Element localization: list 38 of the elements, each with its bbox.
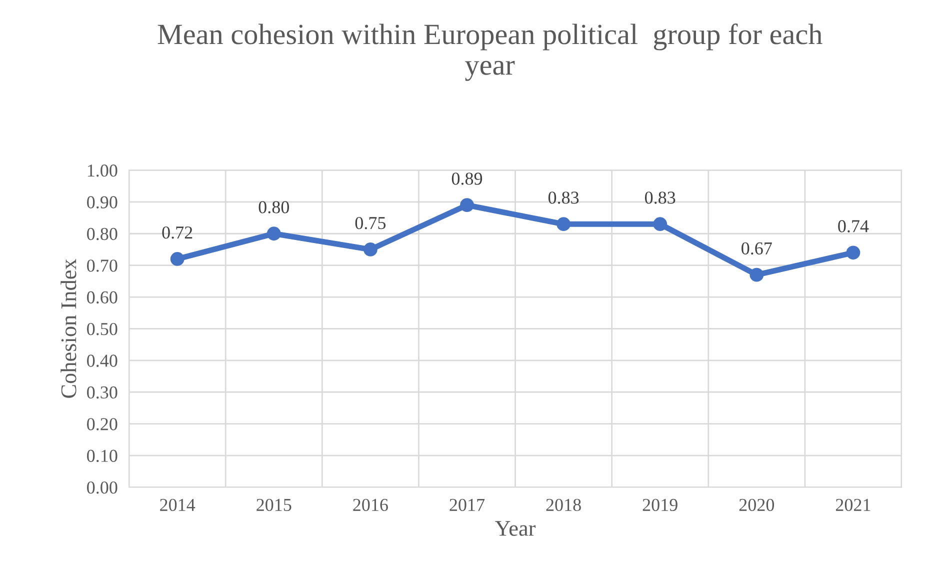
data-label: 0.83 <box>644 192 676 204</box>
y-tick-label: 0.30 <box>87 386 118 399</box>
x-tick-label: 2021 <box>836 498 870 512</box>
data-label: 0.75 <box>355 216 386 230</box>
x-axis-title: Year <box>495 521 536 536</box>
y-tick-label: 0.90 <box>87 196 118 208</box>
y-tick-label: 1.00 <box>88 164 118 177</box>
point <box>363 242 378 256</box>
y-tick-label: 0.80 <box>87 228 118 240</box>
x-tick-label: 2014 <box>160 498 196 512</box>
x-tick-label: 2017 <box>450 498 485 512</box>
x-tick-label: 2016 <box>353 498 388 512</box>
data-label: 0.83 <box>548 192 579 204</box>
y-tick-label: 0.50 <box>87 322 118 336</box>
point <box>846 246 860 260</box>
data-label: 0.80 <box>258 201 289 214</box>
y-tick-label: 0.60 <box>87 291 118 304</box>
x-tick-label: 2015 <box>256 498 292 512</box>
data-label: 0.89 <box>452 172 482 185</box>
y-tick-label: 0.00 <box>87 481 118 494</box>
point <box>653 217 668 232</box>
x-tick-label: 2019 <box>642 498 678 512</box>
data-label: 0.72 <box>162 226 192 239</box>
y-tick-label: 0.20 <box>87 418 118 430</box>
point <box>460 198 474 212</box>
point <box>750 268 764 282</box>
y-axis-title: Cohesion Index <box>60 258 76 398</box>
chart-title: Mean cohesion within European political group for each year <box>158 23 822 81</box>
x-tick-label: 2020 <box>739 498 774 512</box>
point <box>556 217 570 232</box>
y-tick-label: 0.40 <box>87 354 118 367</box>
point <box>266 226 281 241</box>
data-label: 0.67 <box>742 242 772 255</box>
data-label: 0.74 <box>838 220 869 232</box>
point <box>170 252 184 266</box>
y-tick-label: 0.10 <box>87 450 118 462</box>
y-tick-label: 0.70 <box>87 260 118 272</box>
x-tick-label: 2018 <box>546 498 581 512</box>
